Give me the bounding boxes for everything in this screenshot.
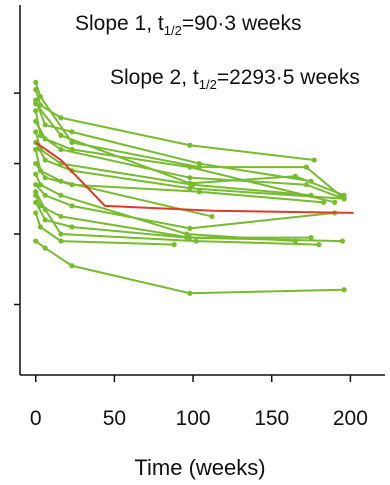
- point: [33, 199, 39, 205]
- point: [58, 238, 64, 244]
- point: [33, 189, 39, 195]
- point: [321, 199, 327, 205]
- point: [196, 189, 202, 195]
- annotation: Slope 1, t1/2=90·3 weeks: [75, 12, 301, 38]
- point: [58, 115, 64, 121]
- point: [33, 146, 39, 153]
- point: [42, 192, 48, 198]
- point: [33, 108, 39, 114]
- point: [196, 164, 202, 170]
- point: [58, 213, 64, 220]
- point: [69, 139, 75, 146]
- point: [303, 164, 309, 170]
- point: [42, 157, 48, 163]
- point: [316, 242, 322, 248]
- series-line: [35, 141, 354, 214]
- point: [33, 210, 39, 216]
- point: [69, 203, 75, 209]
- x-tick-label: 150: [254, 407, 289, 430]
- point: [37, 224, 44, 230]
- point: [33, 171, 39, 177]
- x-axis-label: Time (weeks): [134, 455, 265, 480]
- point: [341, 287, 347, 293]
- point: [187, 142, 193, 148]
- point: [33, 160, 39, 167]
- point: [187, 185, 193, 191]
- point: [193, 238, 199, 244]
- x-tick-label: 200: [333, 407, 368, 430]
- point: [42, 136, 48, 142]
- point: [339, 238, 346, 244]
- point: [42, 206, 48, 212]
- point: [33, 129, 39, 135]
- point: [42, 175, 48, 181]
- point: [42, 122, 48, 128]
- point: [292, 173, 298, 179]
- x-tick-label: 0: [30, 407, 42, 430]
- point: [42, 245, 48, 251]
- point: [33, 238, 39, 244]
- point: [308, 234, 314, 241]
- point: [69, 129, 75, 135]
- point: [209, 213, 215, 220]
- point: [311, 157, 317, 163]
- point: [42, 217, 48, 223]
- series-line: [35, 240, 345, 295]
- point: [69, 224, 75, 230]
- x-tick-label: 50: [103, 407, 126, 430]
- point: [37, 94, 44, 100]
- x-tick-label: 100: [176, 407, 211, 430]
- point: [187, 225, 193, 232]
- point: [37, 182, 44, 188]
- series-line: [34, 110, 345, 200]
- point: [187, 175, 193, 181]
- point: [171, 242, 177, 248]
- point: [33, 101, 39, 107]
- point: [184, 234, 190, 241]
- point: [187, 290, 193, 296]
- point: [332, 199, 338, 205]
- point: [33, 182, 39, 188]
- series-line: [34, 194, 312, 239]
- point: [33, 79, 39, 86]
- point: [58, 231, 64, 237]
- point: [187, 180, 193, 186]
- point: [33, 118, 39, 124]
- series-line: [34, 212, 175, 246]
- point: [341, 192, 347, 198]
- point: [69, 146, 75, 153]
- point: [58, 146, 64, 153]
- point: [69, 182, 75, 188]
- point: [303, 182, 309, 188]
- point: [58, 132, 64, 138]
- point: [69, 263, 75, 269]
- annotation: Slope 2, t1/2=2293·5 weeks: [110, 66, 360, 92]
- series-line: [34, 149, 213, 218]
- point: [58, 192, 64, 198]
